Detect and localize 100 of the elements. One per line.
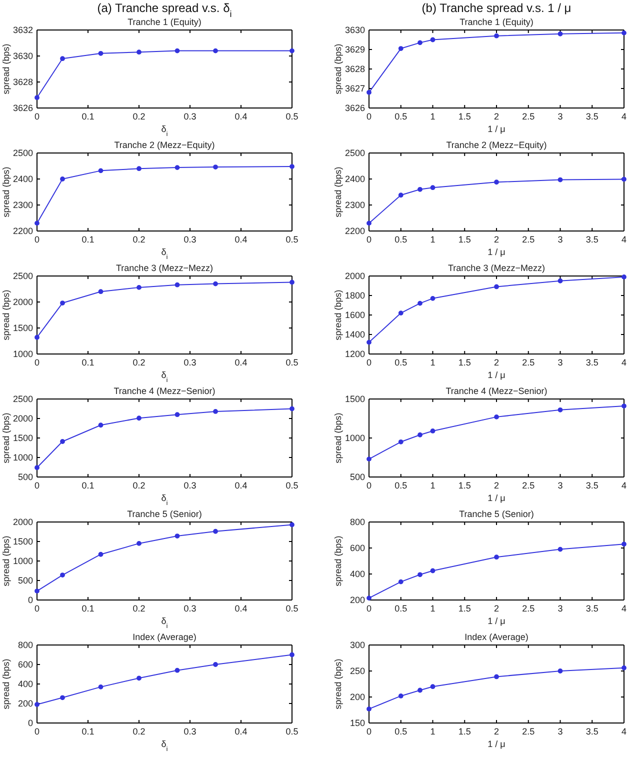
point [98, 552, 104, 557]
y-tick-label: 1500 [12, 322, 33, 333]
point [558, 177, 563, 182]
x-tick-label: 0 [34, 480, 40, 490]
x-tick-label: 0.5 [394, 111, 408, 122]
x-axis-title: 1 / μ [488, 493, 506, 503]
y-tick-label: 1500 [12, 536, 33, 546]
y-tick-label: 600 [18, 659, 33, 670]
y-tick-label: 150 [350, 718, 365, 728]
y-axis-title: spread (bps) [333, 290, 343, 340]
point [34, 465, 40, 470]
point [213, 662, 218, 667]
x-tick-label: 0 [34, 111, 40, 122]
x-tick-label: 3 [558, 603, 563, 614]
point [494, 554, 499, 560]
y-tick-label: 3626 [12, 102, 33, 113]
point [558, 546, 563, 552]
x-tick-label: 3.5 [586, 111, 598, 122]
point [430, 428, 436, 434]
point [60, 300, 65, 306]
point [418, 40, 422, 46]
x-tick-label: 0.3 [184, 603, 196, 614]
x-tick-label: 0.1 [82, 111, 94, 122]
x-tick-label: 2.5 [522, 234, 535, 244]
x-tick-label: 2 [494, 603, 500, 614]
y-tick-label: 2200 [344, 226, 365, 236]
point [60, 695, 65, 700]
y-axis-title: spread (bps) [1, 166, 11, 218]
point [398, 579, 404, 584]
x-tick-label: 4 [621, 480, 627, 490]
x-tick-label: 0.5 [286, 603, 298, 614]
y-tick-label: 2400 [12, 174, 33, 184]
x-tick-label: 0.1 [82, 357, 94, 368]
chart-title: Tranche 4 (Mezz−Senior) [114, 386, 216, 396]
point [136, 50, 142, 55]
point [98, 422, 104, 428]
point [60, 572, 65, 578]
y-tick-label: 3630 [12, 50, 33, 61]
y-tick-label: 1000 [344, 432, 365, 443]
point [290, 280, 294, 285]
x-axis-title: δ$_{i}$ [161, 493, 168, 506]
point [213, 409, 218, 414]
y-tick-label: 200 [350, 594, 365, 605]
point [213, 164, 218, 170]
x-axis-title: 1 / μ [488, 739, 506, 749]
point [418, 186, 422, 192]
y-axis-title: spread (bps) [1, 412, 11, 464]
x-tick-label: 0.1 [82, 480, 94, 490]
point [558, 668, 563, 674]
x-tick-label: 3.5 [586, 234, 598, 244]
x-tick-label: 0 [34, 726, 40, 736]
y-tick-label: 2500 [344, 148, 365, 158]
x-tick-label: 0.5 [394, 357, 408, 368]
point [430, 296, 436, 301]
x-axis-title: δ$_{i}$ [161, 124, 168, 138]
y-tick-label: 250 [350, 666, 365, 676]
x-tick-label: 2.5 [522, 480, 535, 490]
x-tick-label: 0.4 [234, 480, 248, 490]
point [174, 165, 180, 170]
point [558, 278, 563, 284]
x-tick-label: 0.1 [82, 234, 94, 244]
y-tick-label: 3627 [344, 83, 365, 94]
text: (b) Tranche spread v.s. 1 / μ [422, 1, 572, 15]
x-tick-label: 2.5 [522, 603, 535, 614]
y-tick-label: 3630 [344, 24, 365, 35]
y-tick-label: 400 [18, 678, 33, 689]
x-tick-label: 0.2 [132, 357, 146, 368]
x-tick-label: 2 [494, 234, 500, 244]
x-tick-label: 1.5 [458, 234, 471, 244]
x-tick-label: 4 [621, 111, 627, 122]
y-axis-title: spread (bps) [333, 412, 343, 464]
x-tick-label: 3.5 [586, 357, 598, 368]
point [290, 406, 294, 412]
y-tick-label: 200 [350, 692, 365, 702]
point [366, 706, 372, 712]
point [34, 334, 40, 340]
x-axis-title: δ$_{i}$ [161, 370, 168, 384]
chart-title: Tranche 1 (Equity) [128, 17, 202, 27]
chart-title: Tranche 3 (Mezz−Mezz) [116, 263, 213, 273]
y-axis-title: spread (bps) [1, 536, 11, 586]
x-tick-label: 0.4 [234, 603, 248, 614]
y-tick-label: 3626 [344, 102, 365, 113]
y-tick-label: 1200 [344, 348, 365, 359]
y-tick-label: 2500 [12, 394, 33, 404]
x-tick-label: 2 [494, 357, 500, 368]
y-tick-label: 1000 [12, 348, 33, 359]
x-tick-label: 0.3 [184, 726, 196, 736]
y-tick-label: 2500 [12, 148, 33, 158]
chart-title: Tranche 2 (Mezz−Equity) [446, 140, 547, 150]
point [60, 56, 65, 62]
y-tick-label: 1000 [12, 556, 33, 566]
x-axis-title: δ$_{i}$ [161, 247, 168, 260]
y-tick-label: 1400 [344, 329, 365, 340]
x-tick-label: 0.5 [286, 357, 298, 368]
point [494, 414, 499, 420]
x-tick-label: 0.2 [132, 234, 146, 244]
point [213, 528, 218, 534]
x-tick-label: 2.5 [522, 357, 535, 368]
y-tick-label: 0 [28, 594, 33, 605]
y-tick-label: 800 [350, 516, 365, 527]
